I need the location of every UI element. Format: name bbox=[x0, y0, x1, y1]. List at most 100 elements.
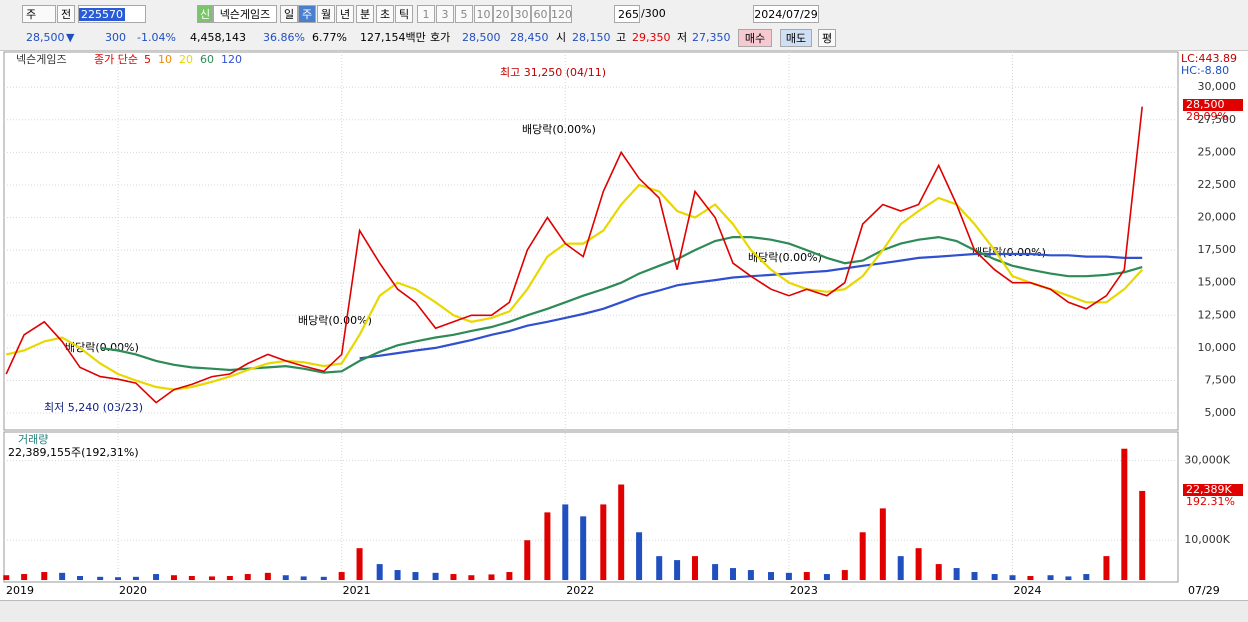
hc-label: HC:-8.80 bbox=[1181, 64, 1229, 77]
volume-bar bbox=[59, 572, 66, 580]
volume-bar bbox=[41, 572, 48, 580]
volume-bar bbox=[320, 576, 327, 580]
label: 시 bbox=[556, 31, 567, 44]
volume-bar bbox=[971, 572, 978, 580]
volume-bar bbox=[1103, 556, 1110, 580]
day-button[interactable]: 일 bbox=[280, 5, 298, 23]
volume-bar bbox=[953, 568, 960, 580]
volume: 4,458,143 bbox=[190, 31, 246, 44]
volume-bar bbox=[153, 574, 160, 580]
volume-title: 거래량 bbox=[18, 433, 48, 446]
volume-bar bbox=[1047, 575, 1054, 580]
n-button[interactable]: 3 bbox=[436, 5, 454, 23]
year-button[interactable]: 년 bbox=[336, 5, 354, 23]
prev-button[interactable]: 전 bbox=[57, 5, 75, 23]
volume-bar bbox=[785, 572, 792, 580]
volume-bar bbox=[859, 532, 866, 580]
price-tag: 28,500 bbox=[1186, 98, 1225, 111]
avg-button[interactable]: 평 bbox=[818, 29, 836, 47]
volume-bar bbox=[747, 570, 754, 580]
volume-bar bbox=[488, 574, 495, 580]
n-button[interactable]: 30 bbox=[512, 5, 531, 23]
date-input[interactable]: 2024/07/29 bbox=[753, 5, 819, 23]
legend-entry: 20 bbox=[179, 53, 193, 66]
month-button[interactable]: 월 bbox=[317, 5, 335, 23]
price-tag-bg bbox=[1183, 99, 1243, 111]
volume-bar bbox=[1009, 575, 1016, 580]
volume-bar bbox=[506, 572, 513, 580]
y-tick-label: 25,000 bbox=[1198, 145, 1237, 158]
high: 29,350 bbox=[632, 31, 671, 44]
period-select[interactable]: 주 bbox=[22, 5, 56, 23]
count-input[interactable]: 265 bbox=[614, 5, 640, 23]
volume-bar bbox=[544, 512, 551, 580]
ratio: 36.86% bbox=[263, 31, 305, 44]
y-tick-label: 7,500 bbox=[1205, 373, 1237, 386]
volume-bar bbox=[1121, 448, 1128, 580]
volume-bar bbox=[618, 484, 625, 580]
y-tick-label: 27,500 bbox=[1198, 113, 1237, 126]
volume-bar bbox=[729, 568, 736, 580]
volume-bar bbox=[656, 556, 663, 580]
sell-button[interactable]: 매도 bbox=[780, 29, 812, 47]
toolbar-2: 28,500 ▼ 300 -1.04% 4,458,143 36.86% 6.7… bbox=[0, 27, 1248, 51]
open: 28,150 bbox=[572, 31, 611, 44]
ask: 28,500 bbox=[462, 31, 501, 44]
ma-line bbox=[100, 235, 1143, 374]
x-tick-label: 2020 bbox=[119, 584, 147, 597]
n-button[interactable]: 20 bbox=[493, 5, 512, 23]
amount: 127,154백만 bbox=[360, 31, 426, 44]
volume-bar bbox=[991, 574, 998, 580]
volume-bar bbox=[691, 556, 698, 580]
scrollbar[interactable] bbox=[0, 600, 1248, 622]
bid: 28,450 bbox=[510, 31, 549, 44]
volume-bar bbox=[170, 575, 177, 580]
n-button[interactable]: 5 bbox=[455, 5, 473, 23]
volume-summary: 22,389,155주(192,31%) bbox=[8, 446, 139, 459]
volume-bar bbox=[394, 570, 401, 580]
x-tick-label: 2024 bbox=[1014, 584, 1042, 597]
count-max: /300 bbox=[641, 7, 666, 20]
buy-button[interactable]: 매수 bbox=[738, 29, 772, 47]
week-button[interactable]: 주 bbox=[298, 5, 316, 23]
y-tick-label: 22,500 bbox=[1198, 178, 1237, 191]
volume-bar bbox=[3, 575, 10, 580]
volume-bar bbox=[600, 504, 607, 580]
volume-bar bbox=[338, 572, 345, 580]
n-button[interactable]: 120 bbox=[550, 5, 572, 23]
volume-bar bbox=[841, 570, 848, 580]
div-label: 배당락(0.00%) bbox=[972, 246, 1046, 259]
y-tick-label: 30,000K bbox=[1184, 454, 1230, 467]
tick-button[interactable]: 틱 bbox=[395, 5, 413, 23]
down-arrow: ▼ bbox=[66, 31, 75, 44]
volume-bar bbox=[524, 540, 531, 580]
volume-bar bbox=[226, 576, 233, 580]
volume-bar bbox=[97, 576, 104, 580]
y-tick-label: 10,000 bbox=[1198, 341, 1237, 354]
volume-bar bbox=[803, 572, 810, 580]
n-button[interactable]: 1 bbox=[417, 5, 435, 23]
div-label: 배당락(0.00%) bbox=[298, 314, 372, 327]
turnover: 6.77% bbox=[312, 31, 347, 44]
x-tick-label: 2023 bbox=[790, 584, 818, 597]
lc-label: LC:443.89 bbox=[1181, 52, 1237, 65]
volume-bar bbox=[935, 564, 942, 580]
div-label: 배당락(0.00%) bbox=[522, 123, 596, 136]
n-button[interactable]: 10 bbox=[474, 5, 493, 23]
volume-bar bbox=[562, 504, 569, 580]
legend-entry: 5 bbox=[144, 53, 151, 66]
volume-bar bbox=[636, 532, 643, 580]
volume-bar bbox=[897, 556, 904, 580]
minute-button[interactable]: 분 bbox=[356, 5, 374, 23]
price-line bbox=[5, 106, 1143, 404]
volume-bar bbox=[300, 576, 307, 580]
y-tick-label: 5,000 bbox=[1205, 406, 1237, 419]
price-panel bbox=[3, 51, 1179, 431]
volume-bar bbox=[432, 572, 439, 580]
volume-bar bbox=[468, 575, 475, 580]
n-button[interactable]: 60 bbox=[531, 5, 550, 23]
stock-name: 넥슨게임즈 bbox=[213, 5, 277, 23]
change-pct: -1.04% bbox=[137, 31, 176, 44]
code-input[interactable]: 225570 bbox=[78, 5, 146, 23]
second-button[interactable]: 초 bbox=[376, 5, 394, 23]
